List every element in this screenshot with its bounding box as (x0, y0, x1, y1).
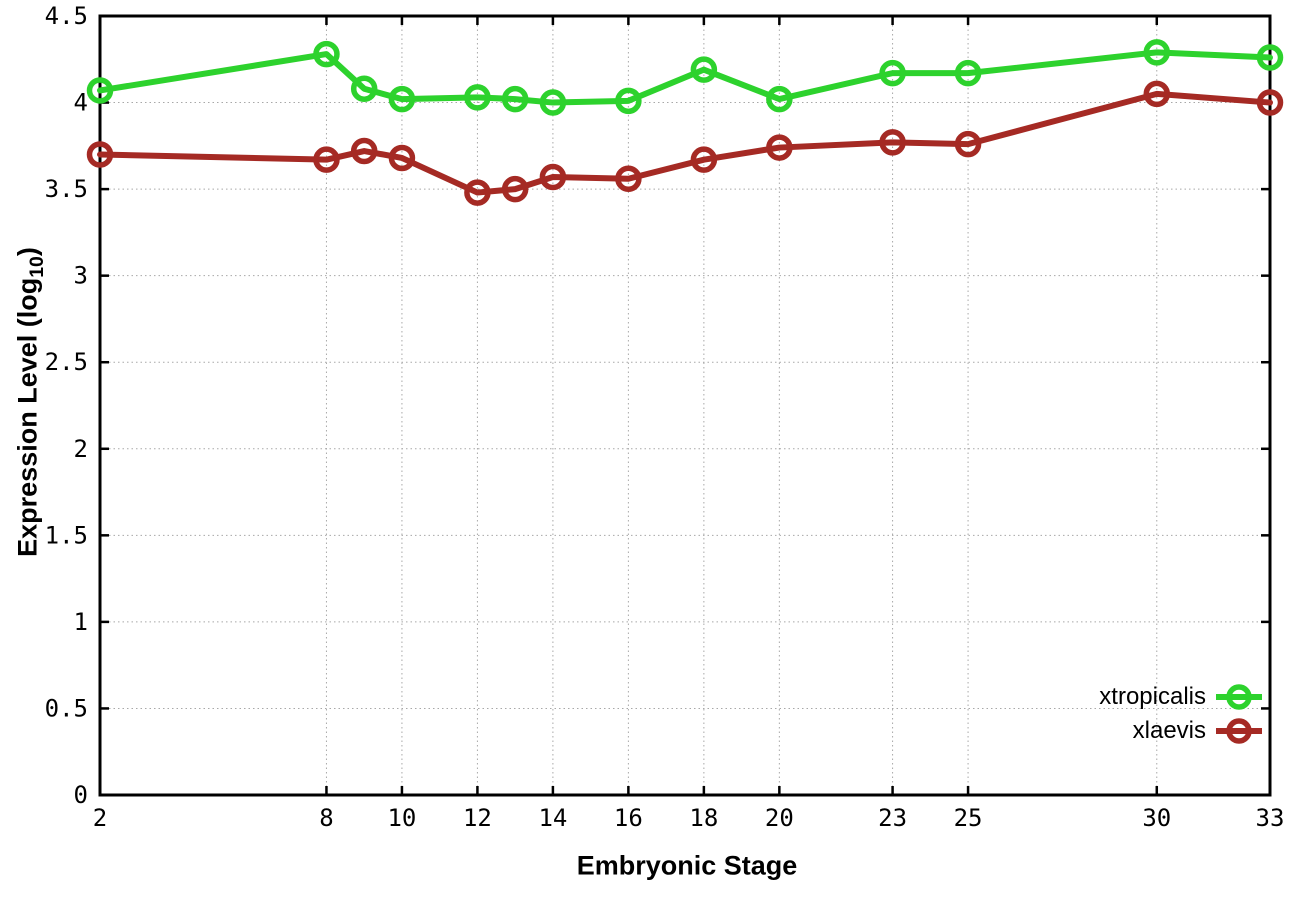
y-tick-label: 2.5 (45, 348, 88, 376)
series-xlaevis-point (1256, 89, 1284, 116)
y-axis-title-text: Expression Level (log (12, 277, 43, 557)
x-tick-label: 33 (1256, 804, 1285, 832)
y-tick-label: 4 (74, 89, 88, 117)
y-tick-label: 3 (74, 262, 88, 290)
series-xlaevis-point (1143, 80, 1171, 108)
legend-label: xlaevis (1132, 717, 1206, 744)
y-tick-label: 0.5 (45, 694, 88, 722)
x-tick-label: 8 (319, 804, 333, 832)
y-axis-title-suffix: ) (12, 247, 43, 257)
plot-border (98, 14, 1272, 797)
series-xtropicalis-point (464, 84, 491, 111)
series-xtropicalis-point (615, 87, 642, 115)
series-xtropicalis-point (1256, 44, 1284, 71)
series-xlaevis-point (539, 163, 567, 191)
x-tick-label: 16 (614, 804, 643, 832)
series-xtropicalis-point (954, 59, 982, 87)
series-xlaevis-point (464, 179, 491, 206)
legend-marker-icon (1216, 718, 1262, 744)
y-tick-label: 3.5 (45, 175, 88, 203)
series-xlaevis-point (388, 144, 416, 172)
series-xtropicalis-point (350, 75, 378, 102)
y-axis-title-subscript: 10 (25, 256, 48, 278)
series-xlaevis-point (350, 137, 378, 165)
x-tick-label: 12 (463, 804, 492, 832)
y-tick-label: 1.5 (45, 521, 88, 549)
legend-marker-icon (1216, 684, 1262, 710)
x-axis-title: Embryonic Stage (576, 850, 798, 881)
x-tick-label: 25 (954, 804, 983, 832)
series-xtropicalis-point (539, 89, 567, 116)
series-xtropicalis-line (97, 49, 1273, 106)
series-xlaevis-point (501, 175, 529, 203)
series-xlaevis-point (954, 130, 982, 158)
x-tick-label: 14 (538, 804, 567, 832)
y-tick-label: 2 (74, 435, 88, 463)
series-xtropicalis-point (1143, 39, 1171, 66)
x-tick-label: 2 (93, 804, 107, 832)
y-tick-label: 0 (74, 781, 88, 809)
x-tick-label: 20 (765, 804, 794, 832)
series-xtropicalis-point (388, 85, 416, 113)
series-xlaevis-point (690, 146, 718, 173)
legend: xtropicalis xlaevis (1099, 683, 1263, 745)
series-xlaevis-point (86, 141, 114, 168)
series-xlaevis-point (313, 146, 340, 173)
series-xtropicalis-point (690, 56, 718, 83)
x-tick-label: 30 (1142, 804, 1171, 832)
x-tick-label: 23 (878, 804, 907, 832)
series-xtropicalis-point (766, 85, 793, 113)
series-xtropicalis-point (313, 40, 340, 68)
y-tick-label: 4.5 (45, 2, 88, 30)
series-xtropicalis-point (501, 85, 529, 113)
legend-label: xtropicalis (1099, 683, 1206, 710)
x-tick-label: 10 (387, 804, 416, 832)
series-xlaevis-point (879, 129, 906, 156)
series-xlaevis-line (97, 90, 1273, 196)
legend-item-xtropicalis: xtropicalis (1099, 683, 1263, 711)
series-xlaevis-point (615, 165, 642, 192)
series-xtropicalis-point (879, 59, 906, 87)
x-tick-label: 18 (689, 804, 718, 832)
y-tick-label: 1 (74, 608, 88, 636)
series-xtropicalis-point (86, 77, 114, 104)
series-xlaevis-point (766, 134, 793, 161)
y-axis-title: Expression Level (log10) (12, 247, 48, 557)
legend-item-xlaevis: xlaevis (1133, 717, 1263, 745)
